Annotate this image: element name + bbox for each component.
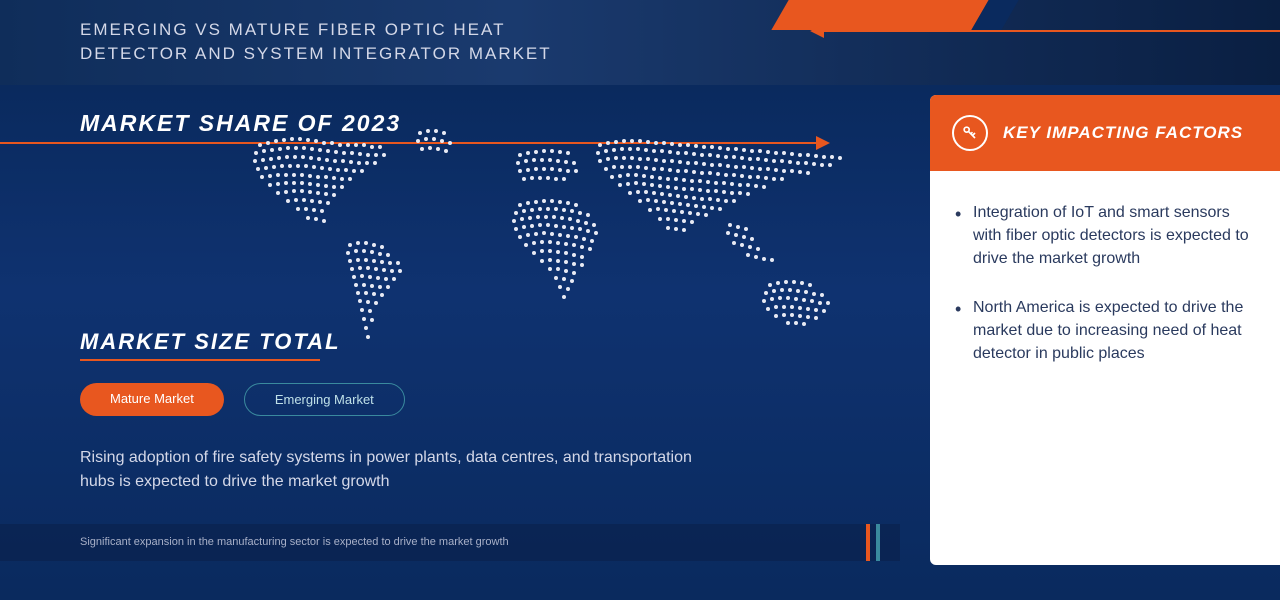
sidebar-header: KEY IMPACTING FACTORS (930, 95, 1280, 171)
header-bar: EMERGING VS MATURE FIBER OPTIC HEAT DETE… (0, 0, 1280, 85)
pill-emerging-market: Emerging Market (244, 383, 405, 416)
sidebar-title: KEY IMPACTING FACTORS (1003, 123, 1243, 143)
pill-mature-market: Mature Market (80, 383, 224, 416)
band-text: Significant expansion in the manufacturi… (80, 534, 509, 551)
footer-band: Significant expansion in the manufacturi… (0, 524, 900, 561)
header-arrow-line (820, 30, 1280, 32)
sidebar-body: Integration of IoT and smart sensors wit… (930, 171, 1280, 420)
world-map-dotted (200, 115, 900, 380)
header-accent-stripe (771, 0, 988, 30)
sidebar-panel: KEY IMPACTING FACTORS Integration of IoT… (930, 95, 1280, 565)
factor-item: North America is expected to drive the m… (955, 296, 1255, 366)
key-hand-icon (952, 115, 988, 151)
page-title: EMERGING VS MATURE FIBER OPTIC HEAT DETE… (80, 18, 580, 66)
factor-item: Integration of IoT and smart sensors wit… (955, 201, 1255, 271)
band-accent-teal (876, 524, 880, 561)
body-text-primary: Rising adoption of fire safety systems i… (80, 446, 720, 494)
band-accent-orange (866, 524, 870, 561)
